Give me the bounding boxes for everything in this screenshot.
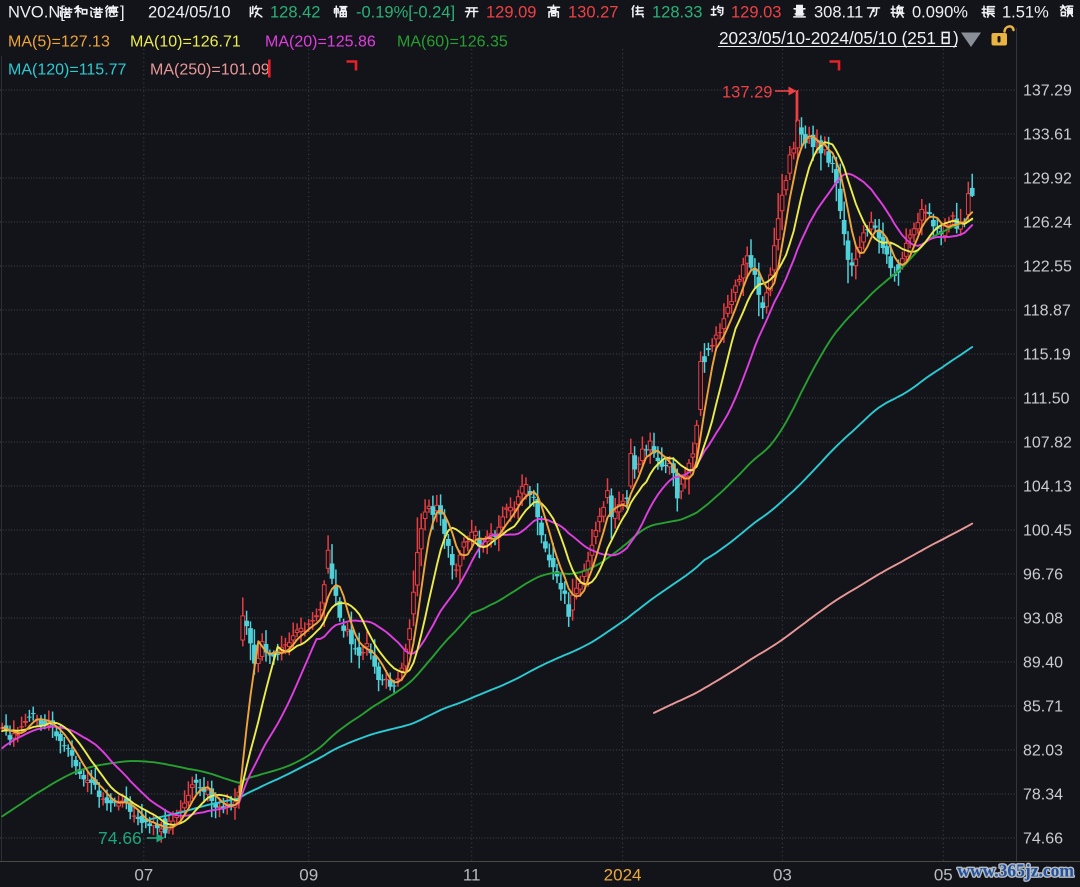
svg-text:126.24: 126.24 xyxy=(1023,215,1072,232)
svg-text:96.76: 96.76 xyxy=(1023,567,1063,584)
svg-text:107.82: 107.82 xyxy=(1023,435,1072,452)
svg-text:MA(120)=115.77: MA(120)=115.77 xyxy=(8,62,127,79)
svg-text:85.71: 85.71 xyxy=(1023,699,1063,716)
svg-text:03: 03 xyxy=(773,866,792,885)
svg-text:09: 09 xyxy=(299,866,318,885)
svg-text:115.19: 115.19 xyxy=(1023,347,1071,364)
svg-text:74.66: 74.66 xyxy=(1023,831,1063,848)
svg-text:122.55: 122.55 xyxy=(1023,259,1072,276)
svg-text:130.27: 130.27 xyxy=(568,4,618,22)
svg-text:www.365jz.com: www.365jz.com xyxy=(957,861,1074,881)
svg-text:128.42: 128.42 xyxy=(270,4,320,22)
svg-text:05: 05 xyxy=(934,866,953,885)
svg-text:82.03: 82.03 xyxy=(1023,743,1063,760)
svg-text:78.34: 78.34 xyxy=(1023,787,1063,804)
svg-text:137.29: 137.29 xyxy=(1023,83,1072,100)
svg-text:2023/05/10-2024/05/10 (251: 2023/05/10-2024/05/10 (251 xyxy=(719,28,936,48)
svg-text:-0.19%[-0.24]: -0.19%[-0.24] xyxy=(356,4,455,22)
svg-text:93.08: 93.08 xyxy=(1023,611,1063,628)
svg-text:128.33: 128.33 xyxy=(652,4,702,22)
svg-text:74.66: 74.66 xyxy=(98,828,142,848)
svg-text:2024: 2024 xyxy=(604,866,642,885)
svg-text:111.50: 111.50 xyxy=(1023,391,1070,408)
svg-text:100.45: 100.45 xyxy=(1023,523,1072,540)
svg-text:133.61: 133.61 xyxy=(1023,127,1072,144)
svg-text:MA(10)=126.71: MA(10)=126.71 xyxy=(130,34,241,51)
svg-text:1.51%: 1.51% xyxy=(1002,4,1049,22)
svg-text:129.92: 129.92 xyxy=(1023,171,1072,188)
svg-text:2024/05/10: 2024/05/10 xyxy=(148,4,231,22)
svg-text:NVO.N[: NVO.N[ xyxy=(8,4,65,22)
svg-text:MA(60)=126.35: MA(60)=126.35 xyxy=(397,34,508,51)
svg-text:MA(5)=127.13: MA(5)=127.13 xyxy=(8,34,110,51)
svg-text:MA(20)=125.86: MA(20)=125.86 xyxy=(265,34,376,51)
svg-text:]: ] xyxy=(120,4,125,22)
svg-text:104.13: 104.13 xyxy=(1023,479,1072,496)
svg-text:129.03: 129.03 xyxy=(731,4,781,22)
svg-text:07: 07 xyxy=(134,866,153,885)
svg-text:): ) xyxy=(953,28,959,48)
svg-text:308.11: 308.11 xyxy=(814,4,863,22)
svg-text:129.09: 129.09 xyxy=(486,4,536,22)
svg-text:MA(250)=101.09: MA(250)=101.09 xyxy=(150,62,270,79)
svg-text:11: 11 xyxy=(463,866,481,885)
svg-text:89.40: 89.40 xyxy=(1023,655,1063,672)
svg-text:137.29: 137.29 xyxy=(722,84,772,102)
svg-text:118.87: 118.87 xyxy=(1023,303,1071,320)
svg-text:0.090%: 0.090% xyxy=(912,4,968,22)
